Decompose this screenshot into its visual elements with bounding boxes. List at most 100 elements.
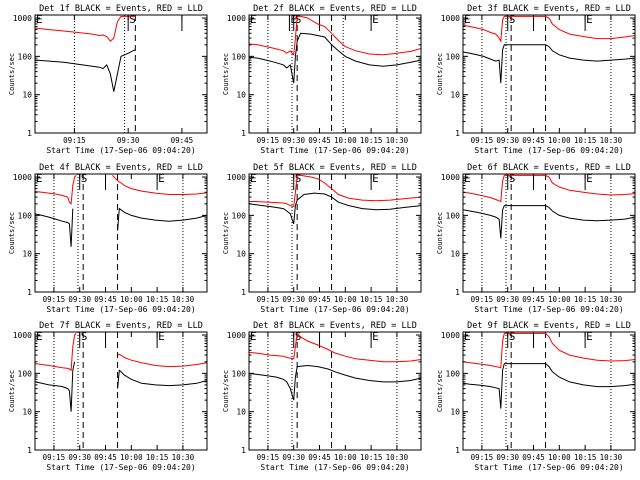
x-tick-label: 10:15 [146,295,169,304]
y-tick-label: 100 [446,369,461,378]
lld-series-line [35,175,77,205]
events-series-line [249,32,421,84]
marker-E: E [586,13,593,26]
chart-title: Det 4f BLACK = Events, RED = LLD [39,163,203,173]
y-tick-label: 100 [18,369,33,378]
x-tick-label: 10:30 [172,453,195,462]
x-axis-label: Start Time (17-Sep-06 09:04:20) [46,146,195,155]
y-tick-label: 1 [241,129,246,138]
chart-title: Det 2f BLACK = Events, RED = LLD [253,4,417,14]
marker-E: E [586,172,593,185]
x-tick-label: 10:15 [360,453,383,462]
y-tick-label: 1000 [227,173,246,182]
x-tick-label: 10:15 [360,136,383,145]
chart-title: Det 9f BLACK = Events, RED = LLD [467,321,631,331]
x-tick-label: 10:30 [600,295,623,304]
y-tick-label: 1000 [13,173,32,182]
x-tick-label: 09:30 [282,295,305,304]
x-tick-label: 09:45 [522,136,545,145]
y-tick-label: 10 [236,408,246,417]
x-axis-label: Start Time (17-Sep-06 09:04:20) [260,305,409,314]
marker-S: S [129,13,136,26]
chart-title: Det 5f BLACK = Events, RED = LLD [253,163,417,173]
x-tick-label: 10:00 [120,295,143,304]
y-tick-label: 10 [450,91,460,100]
chart-title: Det 8f BLACK = Events, RED = LLD [253,321,417,331]
events-series-line [463,44,635,84]
events-series-line [35,208,74,247]
plot-frame [34,173,208,293]
series-group [463,174,635,239]
y-tick-label: 10 [236,91,246,100]
x-tick-label: 09:30 [496,453,519,462]
x-tick-label: 09:30 [496,295,519,304]
x-tick-label: 09:15 [471,295,494,304]
x-axis-label: Start Time (17-Sep-06 09:04:20) [260,463,409,472]
y-tick-label: 10 [22,408,32,417]
y-tick-label: 1000 [227,331,246,340]
x-axis-label: Start Time (17-Sep-06 09:04:20) [46,463,195,472]
series-group [249,332,421,401]
x-tick-label: 09:45 [94,295,117,304]
x-tick-label: 09:45 [308,453,331,462]
lld-series-line [35,333,77,372]
events-series-line [35,361,76,412]
x-tick-label: 09:15 [471,136,494,145]
x-axis-label: Start Time (17-Sep-06 09:04:20) [260,146,409,155]
y-tick-label: 1000 [13,14,32,23]
y-axis-label: Counts/sec [8,53,16,95]
marker-E: E [372,172,379,185]
series-group [463,332,635,409]
y-axis-label: Counts/sec [222,212,230,254]
plot-frame [34,14,208,134]
lld-series-line [112,175,207,195]
y-tick-label: 1000 [441,14,460,23]
y-tick-label: 1000 [441,331,460,340]
x-tick-label: 10:15 [146,453,169,462]
y-tick-label: 10 [450,250,460,259]
events-series-line [249,192,421,225]
marker-S: S [509,13,516,26]
x-tick-label: 09:15 [257,453,280,462]
x-tick-label: 09:30 [68,295,91,304]
y-tick-label: 1 [455,129,460,138]
x-tick-label: 09:30 [282,453,305,462]
x-tick-label: 09:30 [282,136,305,145]
series-group [35,175,207,247]
chart-title: Det 7f BLACK = Events, RED = LLD [39,321,203,331]
y-axis-label: Counts/sec [436,370,444,412]
plot-frame [248,173,422,293]
lld-series-line [35,15,136,42]
x-tick-label: 10:00 [120,453,143,462]
marker-E: E [158,330,165,343]
lld-series-line [249,15,421,57]
chart-title: Det 6f BLACK = Events, RED = LLD [467,163,631,173]
y-axis-label: Counts/sec [436,53,444,95]
y-tick-label: 10 [236,250,246,259]
plot-frame [462,14,636,134]
lld-series-line [249,174,421,208]
x-tick-label: 09:15 [43,295,66,304]
x-tick-label: 09:30 [68,453,91,462]
lld-series-line [463,174,635,203]
x-axis-label: Start Time (17-Sep-06 09:04:20) [474,305,623,314]
x-tick-label: 09:15 [63,136,86,145]
plot-frame [34,331,208,451]
x-tick-label: 09:45 [308,295,331,304]
y-tick-label: 1000 [441,173,460,182]
y-axis-label: Counts/sec [222,53,230,95]
marker-E: E [464,172,471,185]
series-group [35,15,136,92]
x-tick-label: 09:30 [496,136,519,145]
events-series-line [35,49,136,92]
x-tick-label: 10:15 [574,295,597,304]
events-series-line [249,364,421,401]
y-axis-label: Counts/sec [222,370,230,412]
x-tick-label: 10:00 [548,295,571,304]
y-tick-label: 1 [27,446,32,455]
y-tick-label: 10 [450,408,460,417]
x-tick-label: 10:30 [172,295,195,304]
